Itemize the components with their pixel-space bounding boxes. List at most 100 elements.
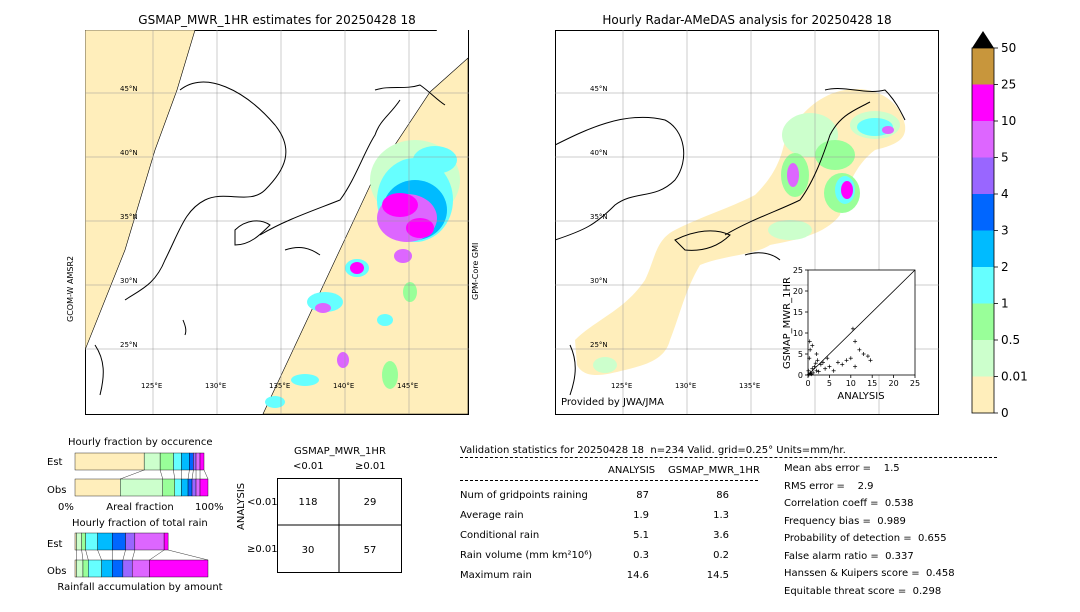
stats-score: RMS error = 2.9 [784, 480, 874, 492]
colorbar-tick-label: 0 [1001, 406, 1009, 418]
fraction-segment [97, 532, 113, 551]
fraction-connector [81, 549, 84, 561]
scatter-ytick-label: 10 [793, 329, 803, 338]
lon-label: 125°E [141, 382, 162, 390]
fraction-segment [88, 559, 102, 578]
contingency-col-0: <0.01 [293, 461, 324, 472]
scatter-point [810, 366, 815, 371]
fraction-segment [173, 452, 182, 471]
stats-row-label: Average rain [460, 510, 524, 521]
stats-row-analysis: 5.1 [633, 530, 649, 541]
scatter-point [808, 347, 813, 352]
fraction-segment [149, 559, 209, 578]
lat-label: 40°N [120, 149, 138, 157]
contingency-cell: 30 [302, 545, 315, 556]
colorbar-segment [972, 194, 994, 231]
colorbar-tick-label: 0.5 [1001, 333, 1020, 347]
stats-row-gsmap: 3.6 [713, 530, 729, 541]
stats-col-analysis: ANALYSIS [608, 465, 656, 476]
stats-score: Probability of detection = 0.655 [784, 533, 947, 544]
colorbar-segment [972, 121, 994, 158]
fraction-connector [168, 549, 209, 561]
stats-score: Frequency bias = 0.989 [784, 515, 906, 527]
totalrain-title: Hourly fraction of total rain [72, 518, 208, 529]
fraction-segment [74, 452, 145, 471]
scatter-ytick-label: 15 [793, 308, 803, 317]
fraction-segment [163, 532, 169, 551]
stats-row-gsmap: 86 [716, 490, 729, 501]
lon-label: 130°E [205, 382, 226, 390]
scatter-xtick-label: 0 [805, 379, 810, 388]
fraction-segment [112, 532, 126, 551]
fraction-segment [181, 478, 189, 497]
scatter-point [840, 362, 845, 367]
scatter-point [813, 361, 818, 366]
scatter-point [865, 354, 870, 359]
contingency-cell: 118 [298, 497, 317, 508]
scatter-xtick-label: 20 [889, 379, 899, 388]
left-swath [85, 30, 196, 351]
fraction-connector [97, 549, 102, 561]
lon-label: 145°E [397, 382, 418, 390]
fraction-segment [101, 559, 113, 578]
colorbar-segment [972, 267, 994, 304]
lat-label: 40°N [590, 149, 608, 157]
fraction-segment [174, 478, 182, 497]
scatter-point [823, 366, 828, 371]
scatter-xtick-label: 5 [827, 379, 832, 388]
scatter-ytick-label: 20 [793, 287, 803, 296]
occ-obs-label: Obs [47, 485, 66, 496]
scatter-point [844, 358, 849, 363]
colorbar-tick-label: 5 [1001, 151, 1009, 165]
fraction-connector [203, 469, 209, 480]
lat-label: 30°N [120, 277, 138, 285]
fraction-segment [76, 532, 82, 551]
stats-score: Hanssen & Kuipers score = 0.458 [784, 568, 955, 579]
fraction-segment [193, 452, 197, 471]
totalrain-chart: Est Obs Rainfall accumulation by amount [47, 532, 223, 593]
scatter-point [810, 343, 815, 348]
scatter-point [853, 339, 858, 344]
scatter-ytick-label: 5 [798, 350, 803, 359]
fraction-segment [112, 559, 124, 578]
colorbar-segment [972, 157, 994, 194]
fraction-connector [131, 549, 136, 561]
stats-row-label: Num of gridpoints raining [460, 490, 588, 501]
colorbar-tick-label: 0.01 [1001, 370, 1028, 384]
lat-label: 35°N [120, 213, 138, 221]
fraction-segment [134, 532, 165, 551]
scatter-point [807, 356, 812, 361]
colorbar-tick-label: 3 [1001, 224, 1009, 238]
left-map: 45°N 40°N 35°N 30°N 25°N 125°E 130°E 135… [85, 30, 469, 415]
lon-label: 125°E [611, 382, 632, 390]
scatter-point [814, 352, 819, 356]
scatter-point [818, 362, 823, 367]
scatter-point [848, 356, 853, 361]
stats-col-gsmap: GSMAP_MWR_1HR [668, 465, 760, 476]
colorbar-tick-label: 4 [1001, 187, 1009, 201]
contingency-row-1: ≥0.01 [247, 544, 278, 555]
scatter-point [816, 369, 821, 374]
occurrence-chart: Est Obs 0% 100% Areal fraction [47, 452, 224, 513]
scatter-point [831, 368, 836, 373]
scatter-point [835, 360, 840, 365]
fraction-segment [187, 478, 193, 497]
scatter-xlabel: ANALYSIS [837, 391, 884, 402]
fraction-segment [191, 478, 197, 497]
stats-row-gsmap: 0.2 [713, 550, 729, 561]
colorbar-tick-label: 2 [1001, 260, 1009, 274]
colorbar-segment [972, 340, 994, 377]
lat-label: 35°N [590, 213, 608, 221]
lon-label: 135°E [269, 382, 290, 390]
scatter-point [857, 347, 862, 352]
stats-row-gsmap: 1.3 [713, 510, 729, 521]
fraction-connector [187, 469, 190, 480]
scatter-point [825, 356, 830, 361]
occ-est-label: Est [47, 457, 63, 468]
fraction-connector [122, 549, 126, 561]
fraction-segment [199, 478, 209, 497]
contingency-row-0: <0.01 [247, 497, 278, 508]
lon-label: 135°E [739, 382, 760, 390]
scatter-point [861, 352, 866, 356]
